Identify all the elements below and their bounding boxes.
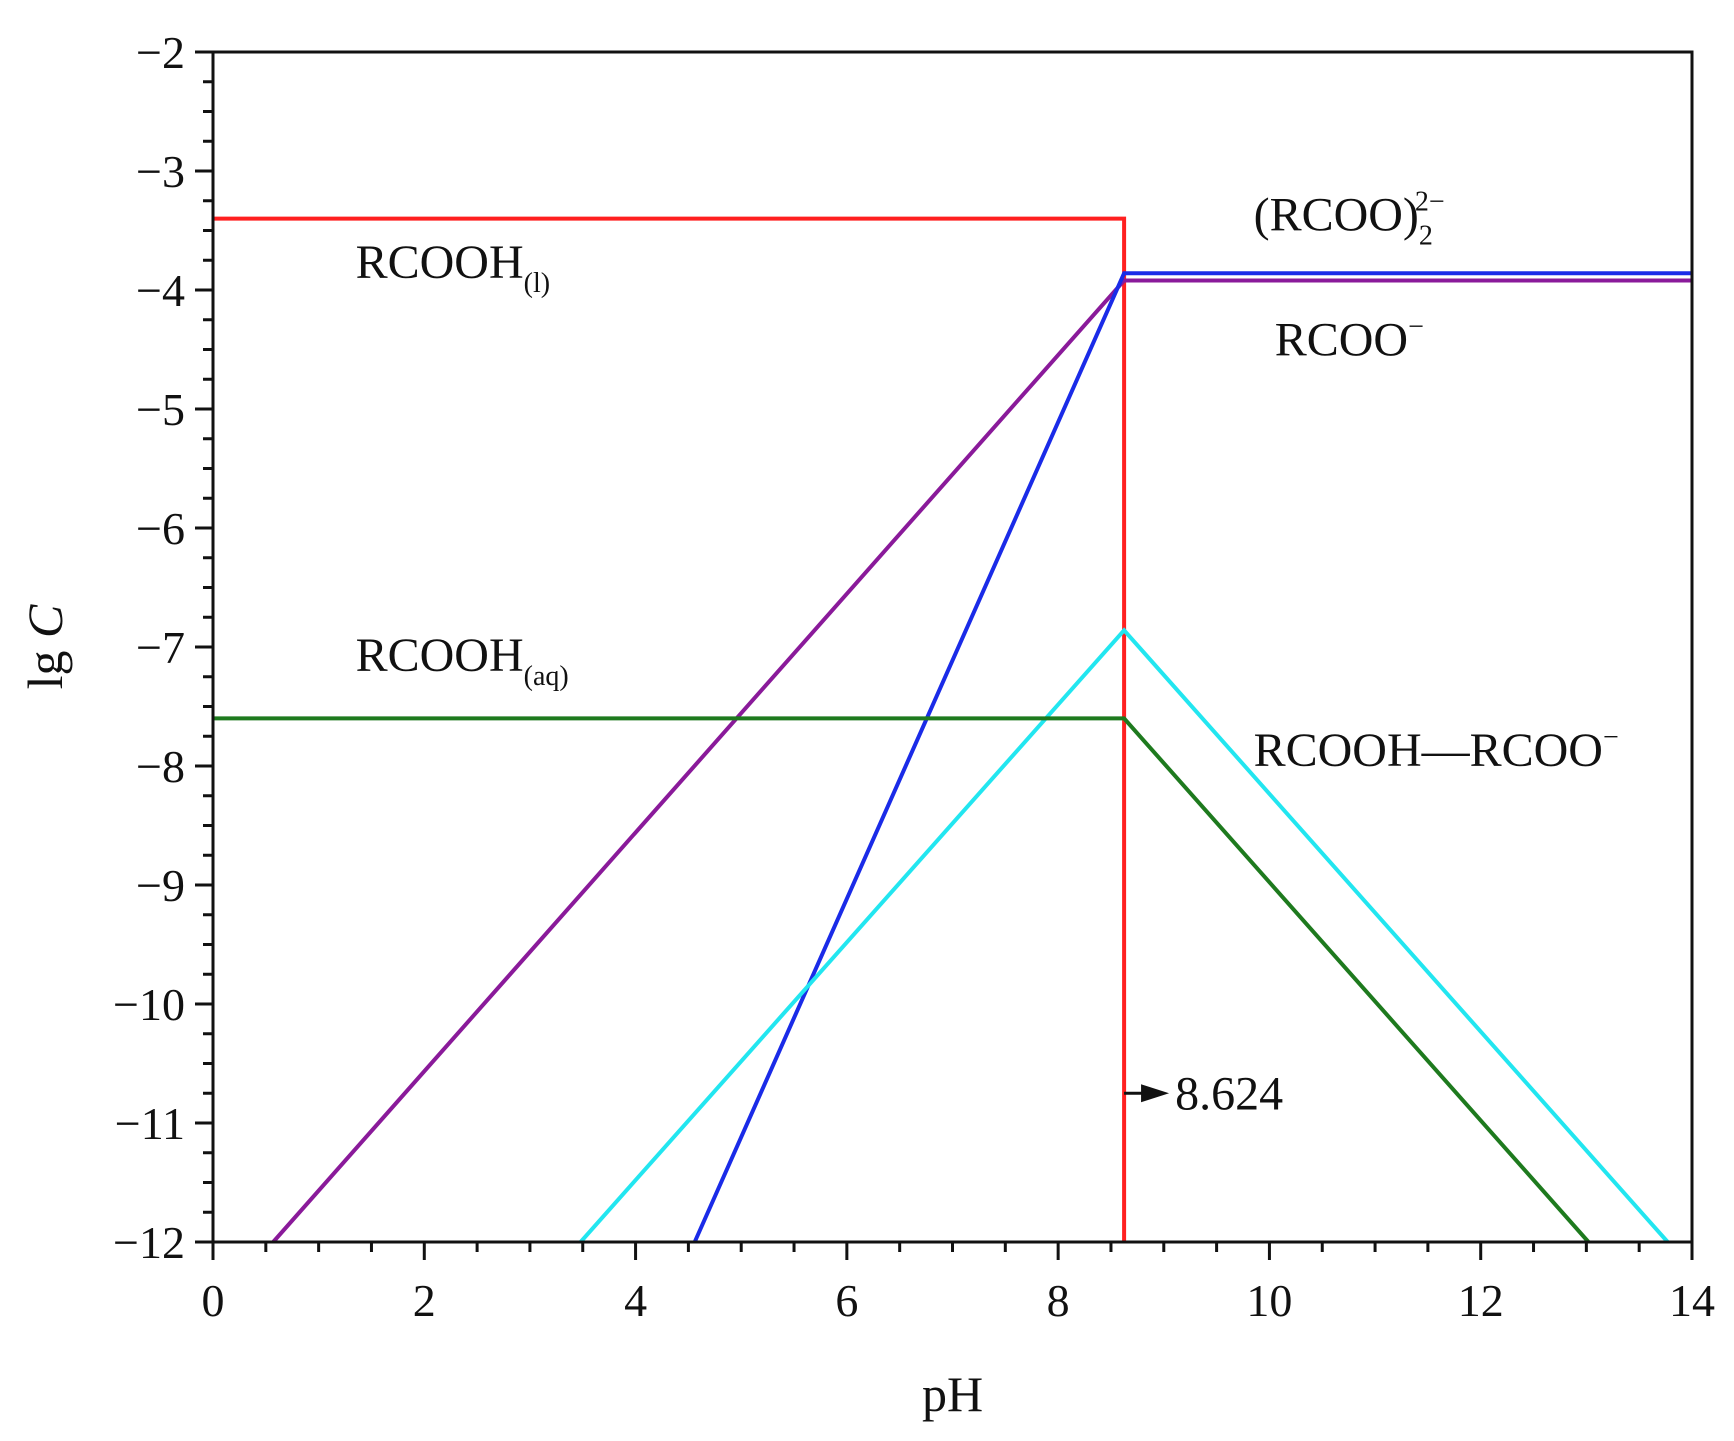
series-label-sup: − (1408, 311, 1424, 342)
ticks-layer: 0 2 4 6 8 10 12 14−2−3−4−5−6−7−8−9−10−11−12 (113, 27, 1715, 1326)
series-label-sup: − (1603, 722, 1619, 753)
series-label-sub: (l) (524, 268, 550, 299)
series-label-rcoo2: (RCOO)22− (1254, 187, 1445, 252)
series-layer (213, 216, 1692, 1244)
x-tick-label: 2 (413, 1275, 436, 1326)
annotation-label: 8.624 (1175, 1067, 1283, 1120)
y-tick-label: −7 (136, 622, 185, 673)
label-layer: RCOOH(l)(RCOO)22−RCOO−RCOOH(aq)RCOOH—RCO… (356, 187, 1619, 778)
series-label-main: (RCOO) (1254, 189, 1419, 242)
y-axis-title: lg C (17, 604, 73, 689)
x-tick-label: 0 (202, 1275, 225, 1326)
series-label-rcooh-l: RCOOH(l) (356, 236, 550, 299)
y-tick-label: −10 (113, 979, 185, 1030)
x-tick-label: 8 (1047, 1275, 1070, 1326)
annotation-arrowhead (1141, 1084, 1170, 1103)
y-tick-label: −5 (136, 384, 185, 435)
x-tick-label: 10 (1246, 1275, 1292, 1326)
x-axis-title: pH (922, 1366, 983, 1422)
y-tick-label: −4 (136, 265, 185, 316)
series-line-2 (692, 271, 1692, 1243)
y-tick-label: −3 (136, 146, 185, 197)
series-line-0 (213, 216, 1127, 1242)
series-label-sub: 2 (1419, 221, 1433, 252)
series-label-sup: 2− (1415, 187, 1445, 218)
plot-frame (211, 50, 1694, 1244)
series-label-main: RCOOH—RCOO (1254, 724, 1603, 777)
series-label-sub: (aq) (524, 661, 569, 692)
y-tick-label: −2 (136, 27, 185, 78)
series-line-3 (579, 627, 1670, 1244)
y-tick-label: −8 (136, 741, 185, 792)
series-label-main: RCOO (1275, 313, 1408, 366)
y-tick-label: −9 (136, 860, 185, 911)
x-tick-label: 12 (1458, 1275, 1504, 1326)
annotation-layer: 8.624 (1124, 1067, 1283, 1120)
series-label-rcooh-aq: RCOOH(aq) (356, 629, 569, 692)
series-label-rcooh-rcoo: RCOOH—RCOO− (1254, 722, 1619, 777)
x-tick-label: 4 (624, 1275, 647, 1326)
x-tick-label: 14 (1669, 1275, 1715, 1326)
series-line-4 (213, 716, 1590, 1244)
x-tick-label: 6 (835, 1275, 858, 1326)
y-axis-title-prefix: lg (17, 638, 73, 689)
series-line-1 (271, 278, 1692, 1244)
series-label-rcoo-minus: RCOO− (1275, 311, 1424, 366)
y-axis-title-italic: C (17, 604, 73, 638)
series-label-main: RCOOH (356, 629, 524, 682)
y-tick-label: −6 (136, 503, 185, 554)
series-label-main: RCOOH (356, 236, 524, 289)
y-tick-label: −12 (113, 1217, 185, 1268)
y-tick-label: −11 (115, 1098, 185, 1149)
